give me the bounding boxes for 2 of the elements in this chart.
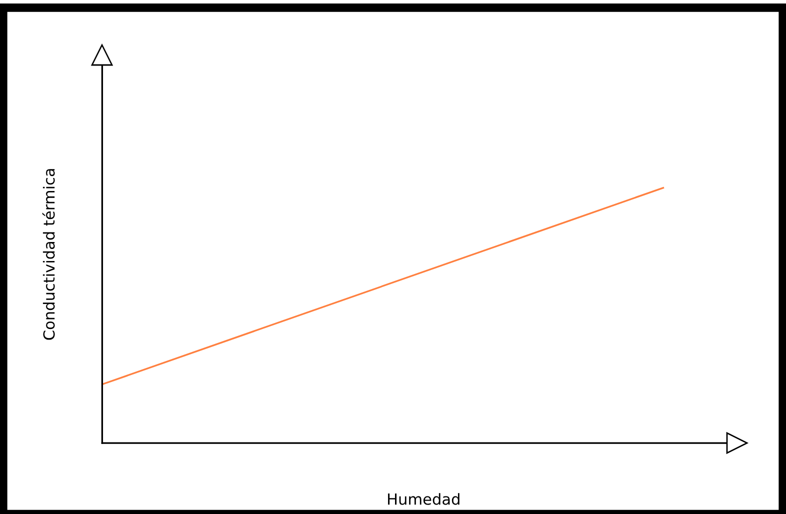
y-axis-title: Conductividad térmica [42,169,55,340]
x-axis-title: Humedad [388,493,460,505]
